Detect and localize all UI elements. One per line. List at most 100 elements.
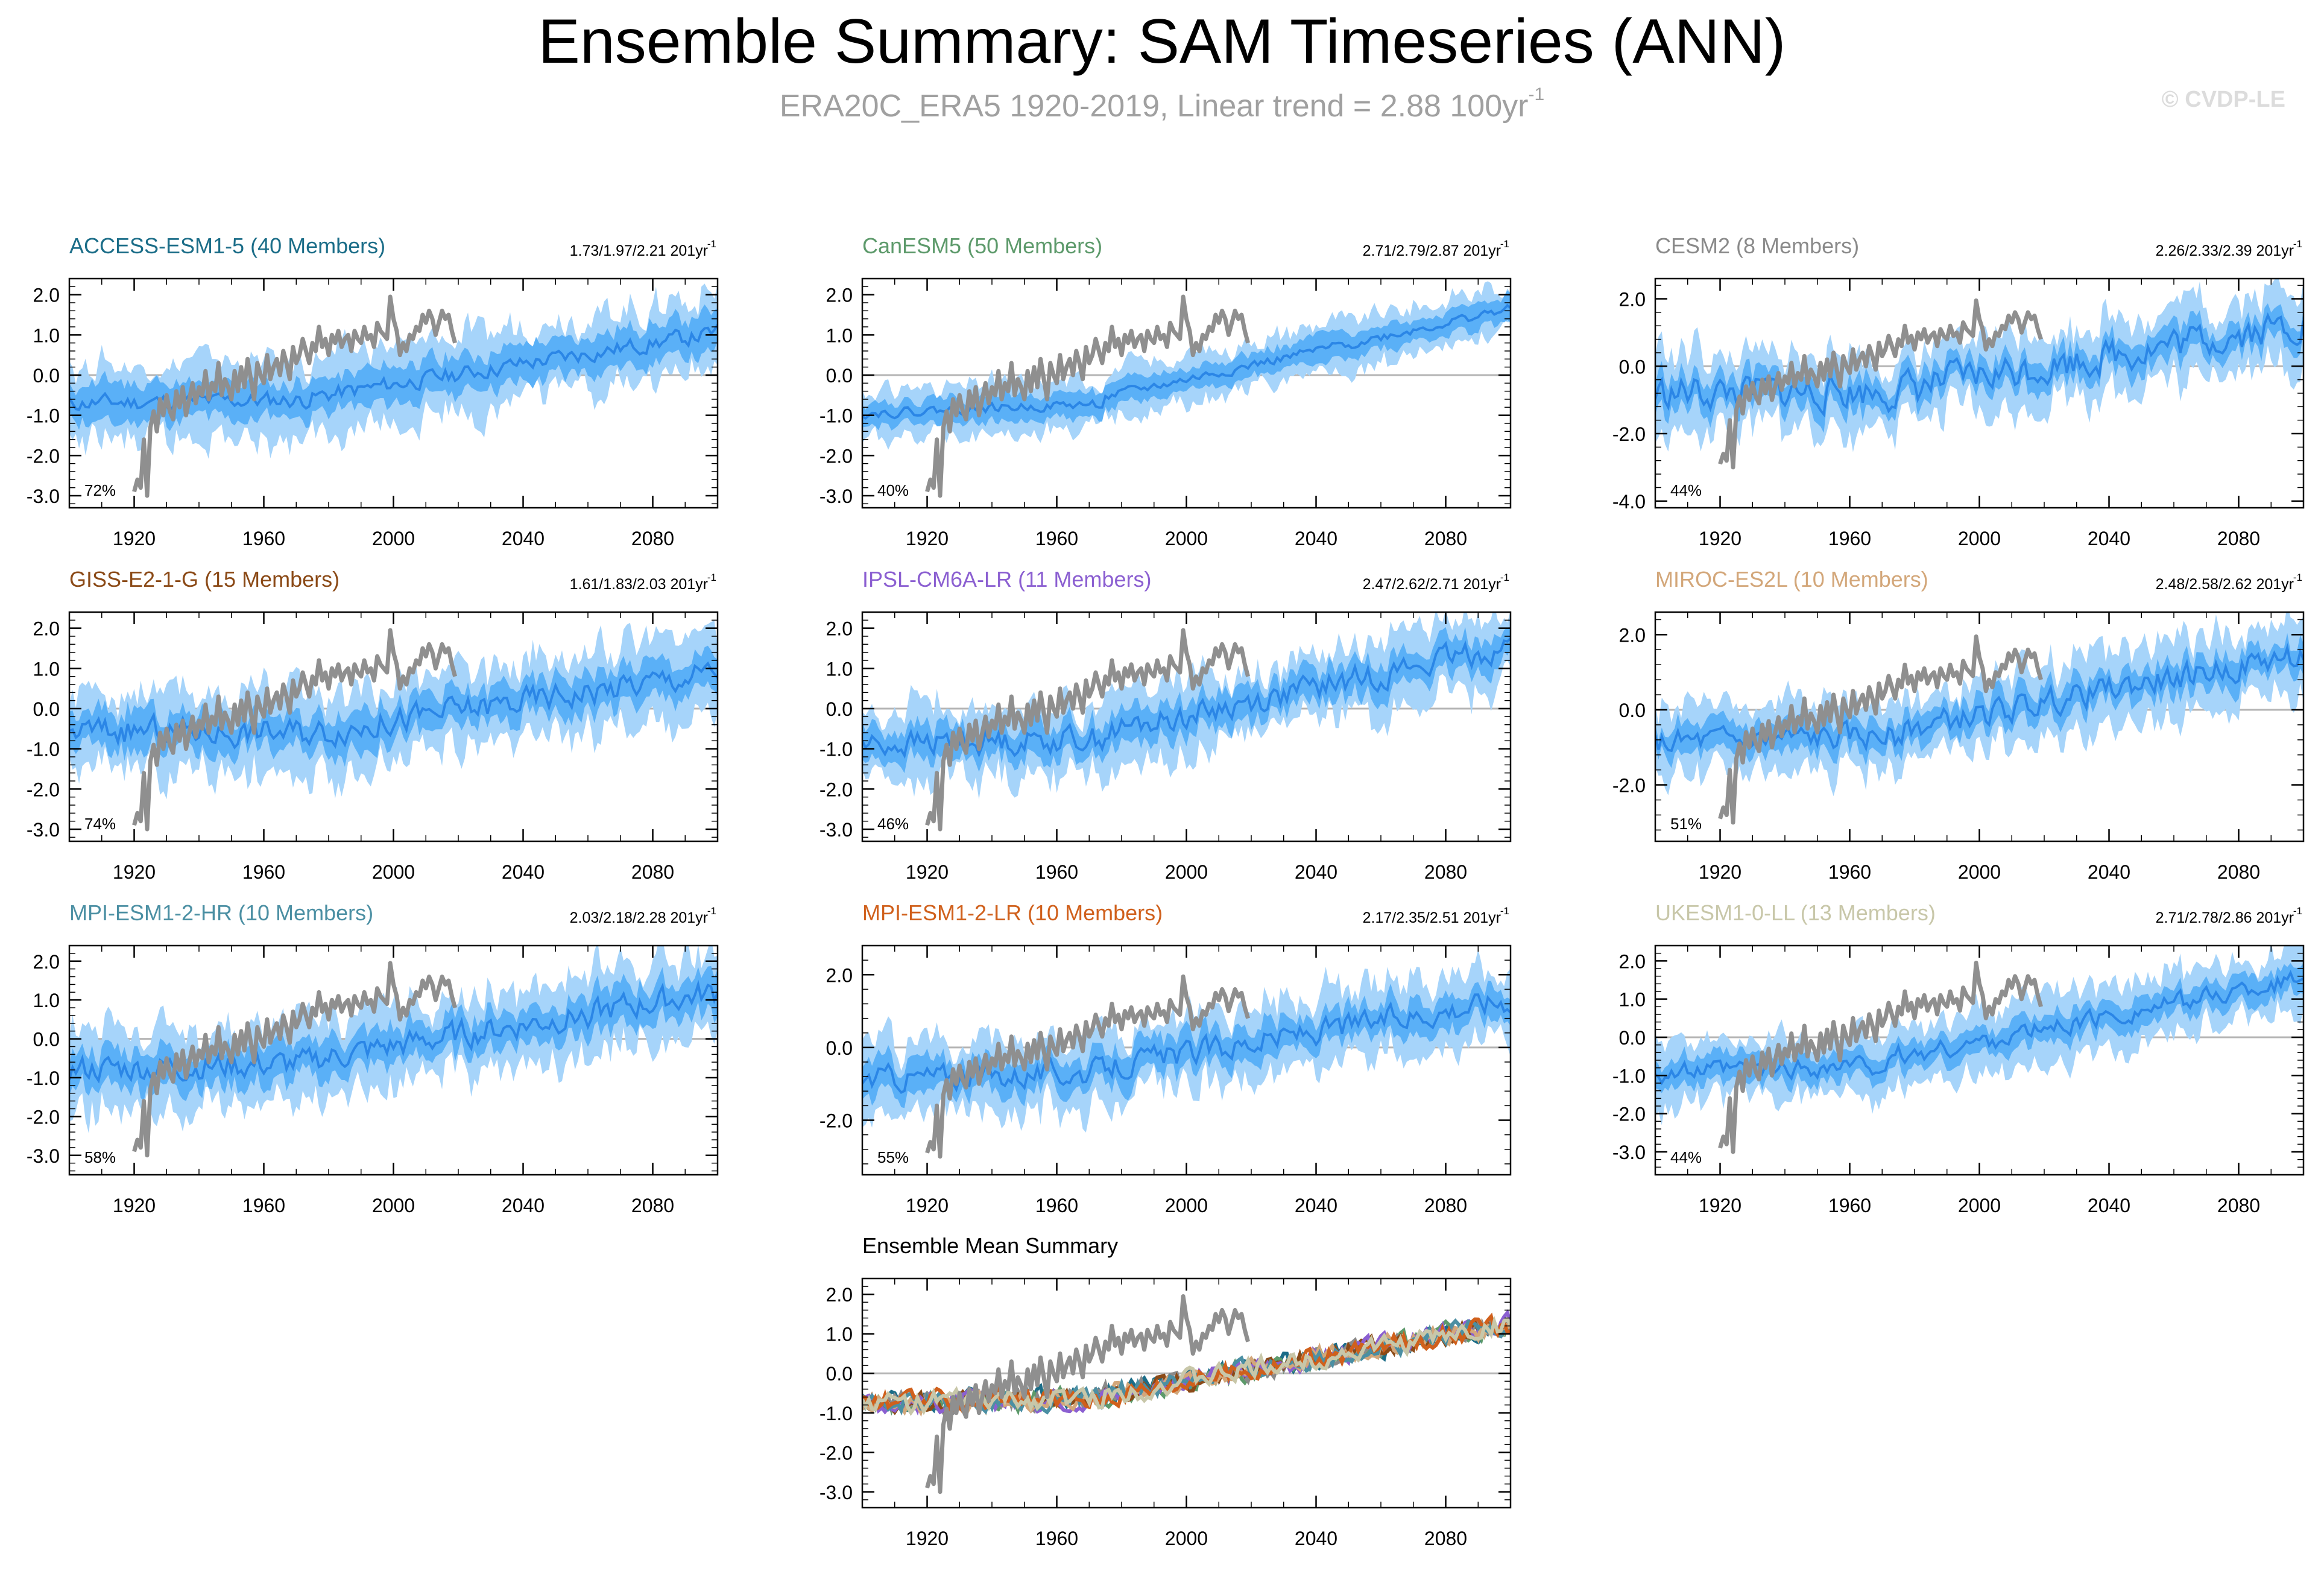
ensemble-mean-line	[1655, 970, 2303, 1086]
y-tick-label: -2.0	[1612, 775, 1646, 797]
y-tick-label: 2.0	[1619, 624, 1646, 646]
copyright-label: © CVDP-LE	[2161, 87, 2285, 112]
percent-label: 44%	[1670, 481, 1702, 499]
panel-title: GISS-E2-1-G (15 Members)	[69, 567, 339, 592]
trend-label: 1.61/1.83/2.03 201yr	[570, 576, 708, 593]
x-tick-label: 1960	[242, 1195, 285, 1216]
chart-panel-5: -3.0 -2.0 -1.0 0.0 1.0 2.0 1920 1960 2000 2040 208…	[819, 567, 1512, 883]
x-tick-label: 2000	[1958, 528, 2001, 549]
y-tick-label: 2.0	[826, 618, 853, 640]
x-tick-label: 2000	[1958, 1195, 2001, 1216]
trend-label: 1.73/1.97/2.21 201yr	[570, 242, 708, 259]
percent-label: 58%	[84, 1148, 116, 1166]
x-tick-label: 2000	[372, 1195, 415, 1216]
x-tick-label: 1960	[1035, 528, 1078, 549]
x-tick-label: 2080	[1424, 1195, 1467, 1216]
chart-panel-6: -2.0 0.0 2.0 1920 1960 2000 2040 2080 MIROC-ES2L…	[1612, 567, 2305, 883]
x-tick-label: 2080	[631, 528, 674, 549]
x-tick-label: 1920	[906, 528, 949, 549]
y-tick-label: 0.0	[826, 365, 853, 387]
x-tick-label: 2040	[502, 528, 545, 549]
x-tick-label: 1920	[113, 528, 156, 549]
chart-panel-4: -3.0 -2.0 -1.0 0.0 1.0 2.0 1920 1960 2000 2040 208…	[27, 567, 719, 883]
observation-line	[132, 294, 457, 498]
x-tick-label: 2040	[2088, 861, 2130, 883]
trend-exponent: -1	[2293, 905, 2302, 917]
y-tick-label: -1.0	[27, 739, 60, 760]
y-tick-label: -2.0	[27, 1106, 60, 1128]
x-tick-label: 2080	[1424, 528, 1467, 549]
plot-area	[862, 949, 1511, 1159]
chart-panel-9: -3.0 -2.0 -1.0 0.0 1.0 2.0 1920 1960 2000 2040 208…	[1612, 900, 2305, 1216]
panel-title: MPI-ESM1-2-HR (10 Members)	[69, 900, 373, 925]
y-tick-label: 2.0	[826, 964, 853, 986]
x-tick-label: 1960	[242, 528, 285, 549]
trend-label: 2.48/2.58/2.62 201yr	[2156, 576, 2294, 593]
y-tick-label: 0.0	[826, 1037, 853, 1059]
plot-area	[862, 281, 1511, 498]
chart-panel-1: -3.0 -2.0 -1.0 0.0 1.0 2.0 1920 1960 2000 2040 208…	[27, 233, 719, 549]
y-tick-label: -3.0	[819, 1482, 853, 1503]
panel-title: MPI-ESM1-2-LR (10 Members)	[862, 900, 1163, 925]
y-tick-label: 0.0	[1619, 1027, 1646, 1049]
x-tick-label: 1960	[1035, 1195, 1078, 1216]
percent-label: 46%	[877, 815, 909, 833]
trend-exponent: -1	[1500, 572, 1509, 583]
trend-exponent: -1	[707, 572, 716, 583]
x-tick-label: 2000	[1165, 1195, 1208, 1216]
x-tick-label: 2080	[1424, 861, 1467, 883]
x-tick-label: 2000	[1165, 1528, 1208, 1549]
y-tick-label: -3.0	[819, 485, 853, 507]
y-tick-label: 0.0	[33, 1029, 60, 1051]
x-tick-label: 2000	[1165, 861, 1208, 883]
observation-line	[1718, 298, 2043, 470]
x-tick-label: 2000	[1165, 528, 1208, 549]
y-tick-label: 2.0	[1619, 950, 1646, 972]
x-tick-label: 2000	[1958, 861, 2001, 883]
y-tick-label: 0.0	[33, 365, 60, 387]
trend-label: 2.17/2.35/2.51 201yr	[1363, 909, 1501, 926]
trend-label: 2.71/2.79/2.87 201yr	[1363, 242, 1501, 259]
panel-title: ACCESS-ESM1-5 (40 Members)	[69, 233, 385, 258]
x-tick-label: 2080	[1424, 1528, 1467, 1549]
trend-exponent: -1	[707, 905, 716, 917]
percent-label: 51%	[1670, 815, 1702, 833]
plot-area	[862, 1294, 1511, 1494]
x-tick-label: 1920	[1699, 861, 1741, 883]
y-tick-label: 2.0	[1619, 289, 1646, 311]
trend-label: 2.03/2.18/2.28 201yr	[570, 909, 708, 926]
observation-line	[925, 1294, 1250, 1494]
x-tick-label: 2040	[1295, 1195, 1337, 1216]
subtitle-exponent: -1	[1528, 84, 1545, 104]
panel-title: CESM2 (8 Members)	[1655, 233, 1859, 258]
y-tick-label: 1.0	[826, 1324, 853, 1345]
x-tick-label: 1960	[1035, 861, 1078, 883]
y-tick-label: 2.0	[33, 951, 60, 973]
ensemble-inner-band	[69, 645, 718, 767]
x-tick-label: 1960	[242, 861, 285, 883]
x-tick-label: 1920	[906, 1195, 949, 1216]
chart-panel-2: -3.0 -2.0 -1.0 0.0 1.0 2.0 1920 1960 2000 2040 208…	[819, 233, 1512, 549]
x-tick-label: 2040	[502, 1195, 545, 1216]
ensemble-mean-line	[862, 993, 1511, 1094]
observation-line	[925, 974, 1250, 1159]
ensemble-mean-line	[1655, 643, 2303, 753]
trend-exponent: -1	[1500, 238, 1509, 250]
y-tick-label: 1.0	[33, 658, 60, 680]
y-tick-label: 2.0	[33, 285, 60, 306]
plot-area	[1655, 279, 2303, 470]
percent-label: 72%	[84, 481, 116, 499]
x-tick-label: 1920	[1699, 528, 1741, 549]
observation-line	[132, 628, 457, 832]
y-tick-label: 0.0	[826, 698, 853, 720]
x-tick-label: 1920	[906, 861, 949, 883]
y-tick-label: 0.0	[826, 1363, 853, 1385]
panel-title: CanESM5 (50 Members)	[862, 233, 1102, 258]
x-tick-label: 1960	[1828, 1195, 1871, 1216]
y-tick-label: -1.0	[819, 739, 853, 760]
panel-title: MIROC-ES2L (10 Members)	[1655, 567, 1928, 592]
x-tick-label: 1960	[1828, 528, 1871, 549]
y-tick-label: -3.0	[27, 485, 60, 507]
x-tick-label: 2040	[1295, 528, 1337, 549]
